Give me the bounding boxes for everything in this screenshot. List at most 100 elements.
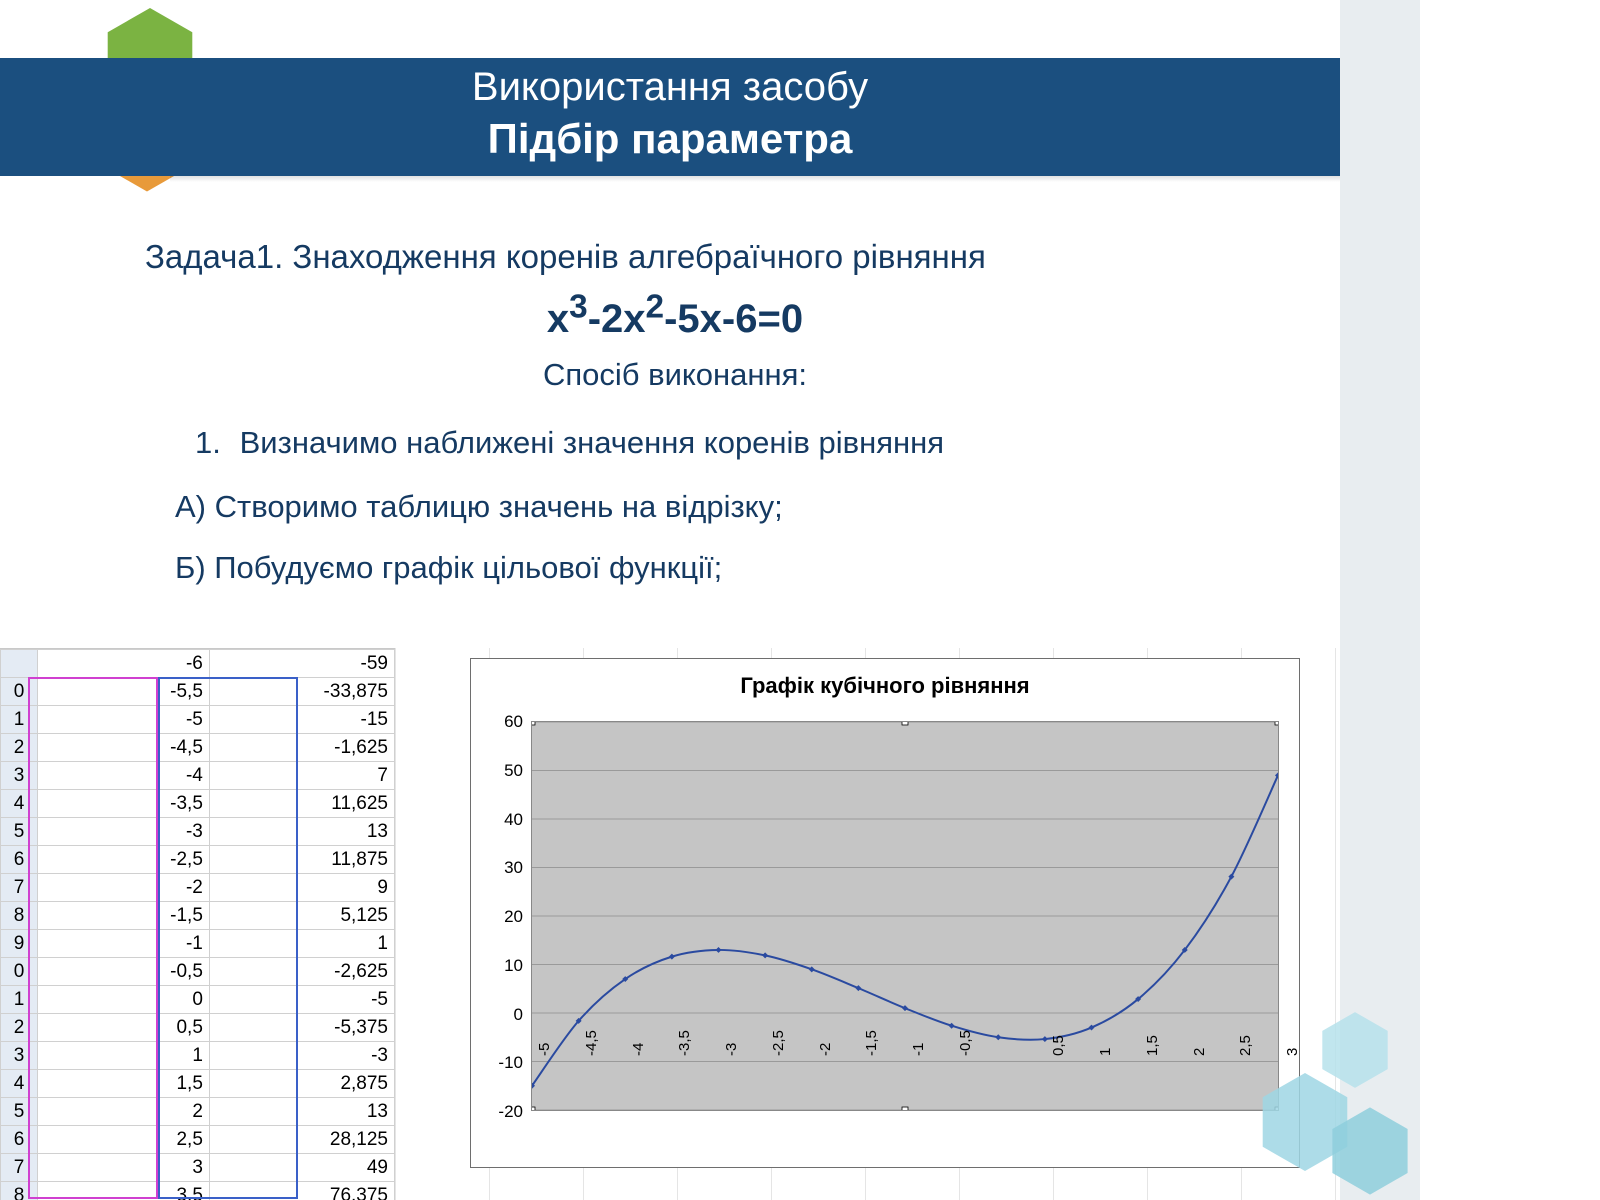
row-header: 3 (1, 1042, 38, 1070)
cell-y: -2,625 (209, 958, 394, 986)
step-b: Б) Побудуємо графік цільової функції; (175, 547, 1205, 589)
cell-x: -4 (38, 762, 210, 790)
spreadsheet-region: -6-590-5,5-33,8751-5-152-4,5-1,6253-474-… (0, 648, 1340, 1200)
x-axis-label: 2,5 (1237, 1035, 1254, 1056)
equation-text: x3-2x2-5x-6=0 (547, 297, 803, 341)
row-header: 8 (1, 1182, 38, 1200)
x-axis-label: -2 (817, 1042, 834, 1055)
table-row: 10-5 (1, 986, 395, 1014)
y-axis-label: -10 (481, 1053, 523, 1073)
row-header: 1 (1, 706, 38, 734)
method-label: Спосіб виконання: (145, 354, 1205, 396)
step-1: 1. Визначимо наближені значення коренів … (195, 422, 1205, 464)
table-row: 31-3 (1, 1042, 395, 1070)
cell-x: -1 (38, 930, 210, 958)
chart-container: Графік кубічного рівняння -20-1001020304… (470, 658, 1300, 1168)
cell-y: 9 (209, 874, 394, 902)
cell-x: 3 (38, 1154, 210, 1182)
cell-y: 7 (209, 762, 394, 790)
row-header: 9 (1, 930, 38, 958)
cell-y: 11,625 (209, 790, 394, 818)
table-row: 0-0,5-2,625 (1, 958, 395, 986)
cell-x: 0 (38, 986, 210, 1014)
task-line: Задача1. Знаходження коренів алгебраїчно… (145, 235, 1205, 280)
cell-x: 2 (38, 1098, 210, 1126)
x-axis-label: 1 (1097, 1047, 1114, 1055)
row-header: 5 (1, 1098, 38, 1126)
step-a: А) Створимо таблицю значень на відрізку; (175, 486, 1205, 528)
x-axis-label: -2,5 (770, 1030, 787, 1056)
cell-x: -3,5 (38, 790, 210, 818)
cell-y: 11,875 (209, 846, 394, 874)
table-row: 7349 (1, 1154, 395, 1182)
cell-x: 1 (38, 1042, 210, 1070)
table-row: 5-313 (1, 818, 395, 846)
cell-y: 28,125 (209, 1126, 394, 1154)
y-axis-label: 30 (481, 858, 523, 878)
x-axis-label: -0,5 (957, 1030, 974, 1056)
table-row: 83,576,375 (1, 1182, 395, 1200)
cell-y: 13 (209, 818, 394, 846)
row-header: 7 (1, 1154, 38, 1182)
header-shadow (170, 176, 1340, 182)
cell-y: -59 (209, 650, 394, 678)
x-axis-label: -5 (536, 1042, 553, 1055)
y-axis-label: 50 (481, 761, 523, 781)
step-1-text: Визначимо наближені значення коренів рів… (240, 425, 944, 460)
x-axis-label: -4 (630, 1042, 647, 1055)
cell-y: 76,375 (209, 1182, 394, 1200)
cell-x: -3 (38, 818, 210, 846)
table-row: 6-2,511,875 (1, 846, 395, 874)
x-axis-label: 3 (1284, 1047, 1301, 1055)
y-axis-label: 10 (481, 956, 523, 976)
row-header: 8 (1, 902, 38, 930)
y-axis-label: 40 (481, 810, 523, 830)
table-row: 1-5-15 (1, 706, 395, 734)
table-row: 41,52,875 (1, 1070, 395, 1098)
y-axis-label: -20 (481, 1102, 523, 1122)
row-header: 6 (1, 1126, 38, 1154)
data-table: -6-590-5,5-33,8751-5-152-4,5-1,6253-474-… (0, 648, 395, 1200)
header-title-1: Використання засобу (0, 65, 1340, 110)
row-header (1, 650, 38, 678)
y-axis-label: 20 (481, 907, 523, 927)
x-axis-label: -4,5 (583, 1030, 600, 1056)
x-axis-label: 0,5 (1050, 1035, 1067, 1056)
y-axis-label: 60 (481, 712, 523, 732)
row-header: 4 (1, 790, 38, 818)
table-row: 7-29 (1, 874, 395, 902)
cell-x: -4,5 (38, 734, 210, 762)
cell-x: -5 (38, 706, 210, 734)
cell-y: -5 (209, 986, 394, 1014)
row-header: 5 (1, 818, 38, 846)
cell-x: -5,5 (38, 678, 210, 706)
row-header: 7 (1, 874, 38, 902)
cell-y: -3 (209, 1042, 394, 1070)
cell-x: 2,5 (38, 1126, 210, 1154)
cell-y: -15 (209, 706, 394, 734)
table-row: 8-1,55,125 (1, 902, 395, 930)
table-row: 9-11 (1, 930, 395, 958)
row-header: 4 (1, 1070, 38, 1098)
right-sidebar-inner (1420, 0, 1600, 1200)
cell-y: 49 (209, 1154, 394, 1182)
cell-x: -0,5 (38, 958, 210, 986)
x-axis-label: -1,5 (863, 1030, 880, 1056)
table-row: 5213 (1, 1098, 395, 1126)
cell-x: 3,5 (38, 1182, 210, 1200)
x-axis-label: -3,5 (676, 1030, 693, 1056)
cell-y: 13 (209, 1098, 394, 1126)
hex-teal-2 (1320, 1010, 1390, 1090)
x-axis-label: 1,5 (1144, 1035, 1161, 1056)
x-axis-label: -1 (910, 1042, 927, 1055)
row-header: 2 (1, 734, 38, 762)
cell-x: 1,5 (38, 1070, 210, 1098)
row-header: 1 (1, 986, 38, 1014)
row-header: 3 (1, 762, 38, 790)
chart-title: Графік кубічного рівняння (471, 659, 1299, 699)
cell-y: 2,875 (209, 1070, 394, 1098)
content-block: Задача1. Знаходження коренів алгебраїчно… (145, 235, 1205, 609)
cell-x: -6 (38, 650, 210, 678)
table-row: 2-4,5-1,625 (1, 734, 395, 762)
x-axis-label: -3 (723, 1042, 740, 1055)
